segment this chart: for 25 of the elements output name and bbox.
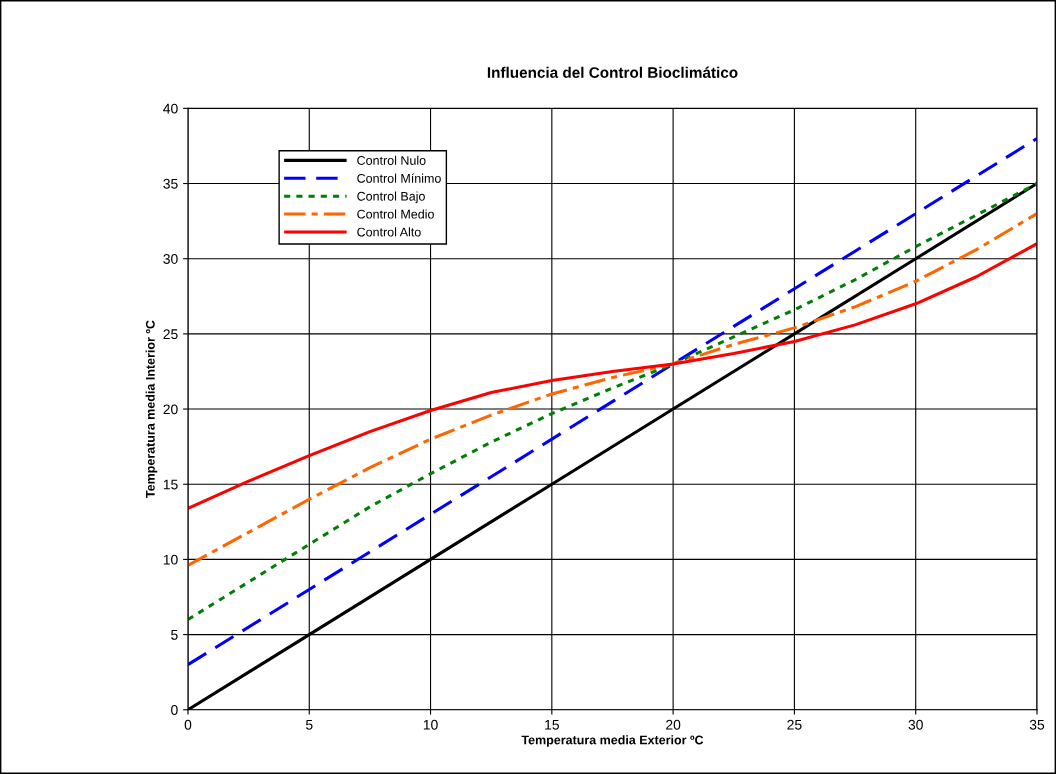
legend-label: Control Mínimo — [357, 173, 441, 183]
y-tick-label: 0 — [171, 705, 178, 715]
x-tick-label: 10 — [423, 719, 438, 730]
x-tick-label: 35 — [1029, 719, 1045, 730]
legend-label: Control Nulo — [357, 155, 426, 165]
x-tick-label: 0 — [184, 719, 192, 730]
x-tick-label: 5 — [305, 719, 313, 730]
y-tick-label: 40 — [163, 103, 178, 114]
y-axis-title: Temperatura media Interior ºC — [145, 320, 158, 498]
x-tick-label: 30 — [908, 719, 923, 730]
y-tick-label: 5 — [171, 630, 178, 640]
chart-title: Influencia del Control Bioclimático — [487, 66, 738, 78]
y-tick-label: 35 — [163, 178, 178, 189]
y-tick-label: 10 — [163, 554, 178, 565]
legend-label: Control Medio — [357, 209, 434, 219]
x-tick-label: 15 — [545, 719, 559, 730]
y-tick-label: 20 — [163, 404, 178, 415]
y-tick-label: 25 — [163, 329, 178, 340]
x-tick-label: 25 — [787, 719, 802, 730]
legend-label: Control Bajo — [357, 191, 425, 204]
y-tick-label: 30 — [163, 254, 178, 264]
x-axis-title: Temperatura media Exterior ºC — [521, 735, 704, 747]
x-tick-label: 20 — [666, 719, 681, 730]
legend-label: Control Alto — [357, 227, 421, 237]
y-tick-label: 15 — [163, 479, 178, 490]
